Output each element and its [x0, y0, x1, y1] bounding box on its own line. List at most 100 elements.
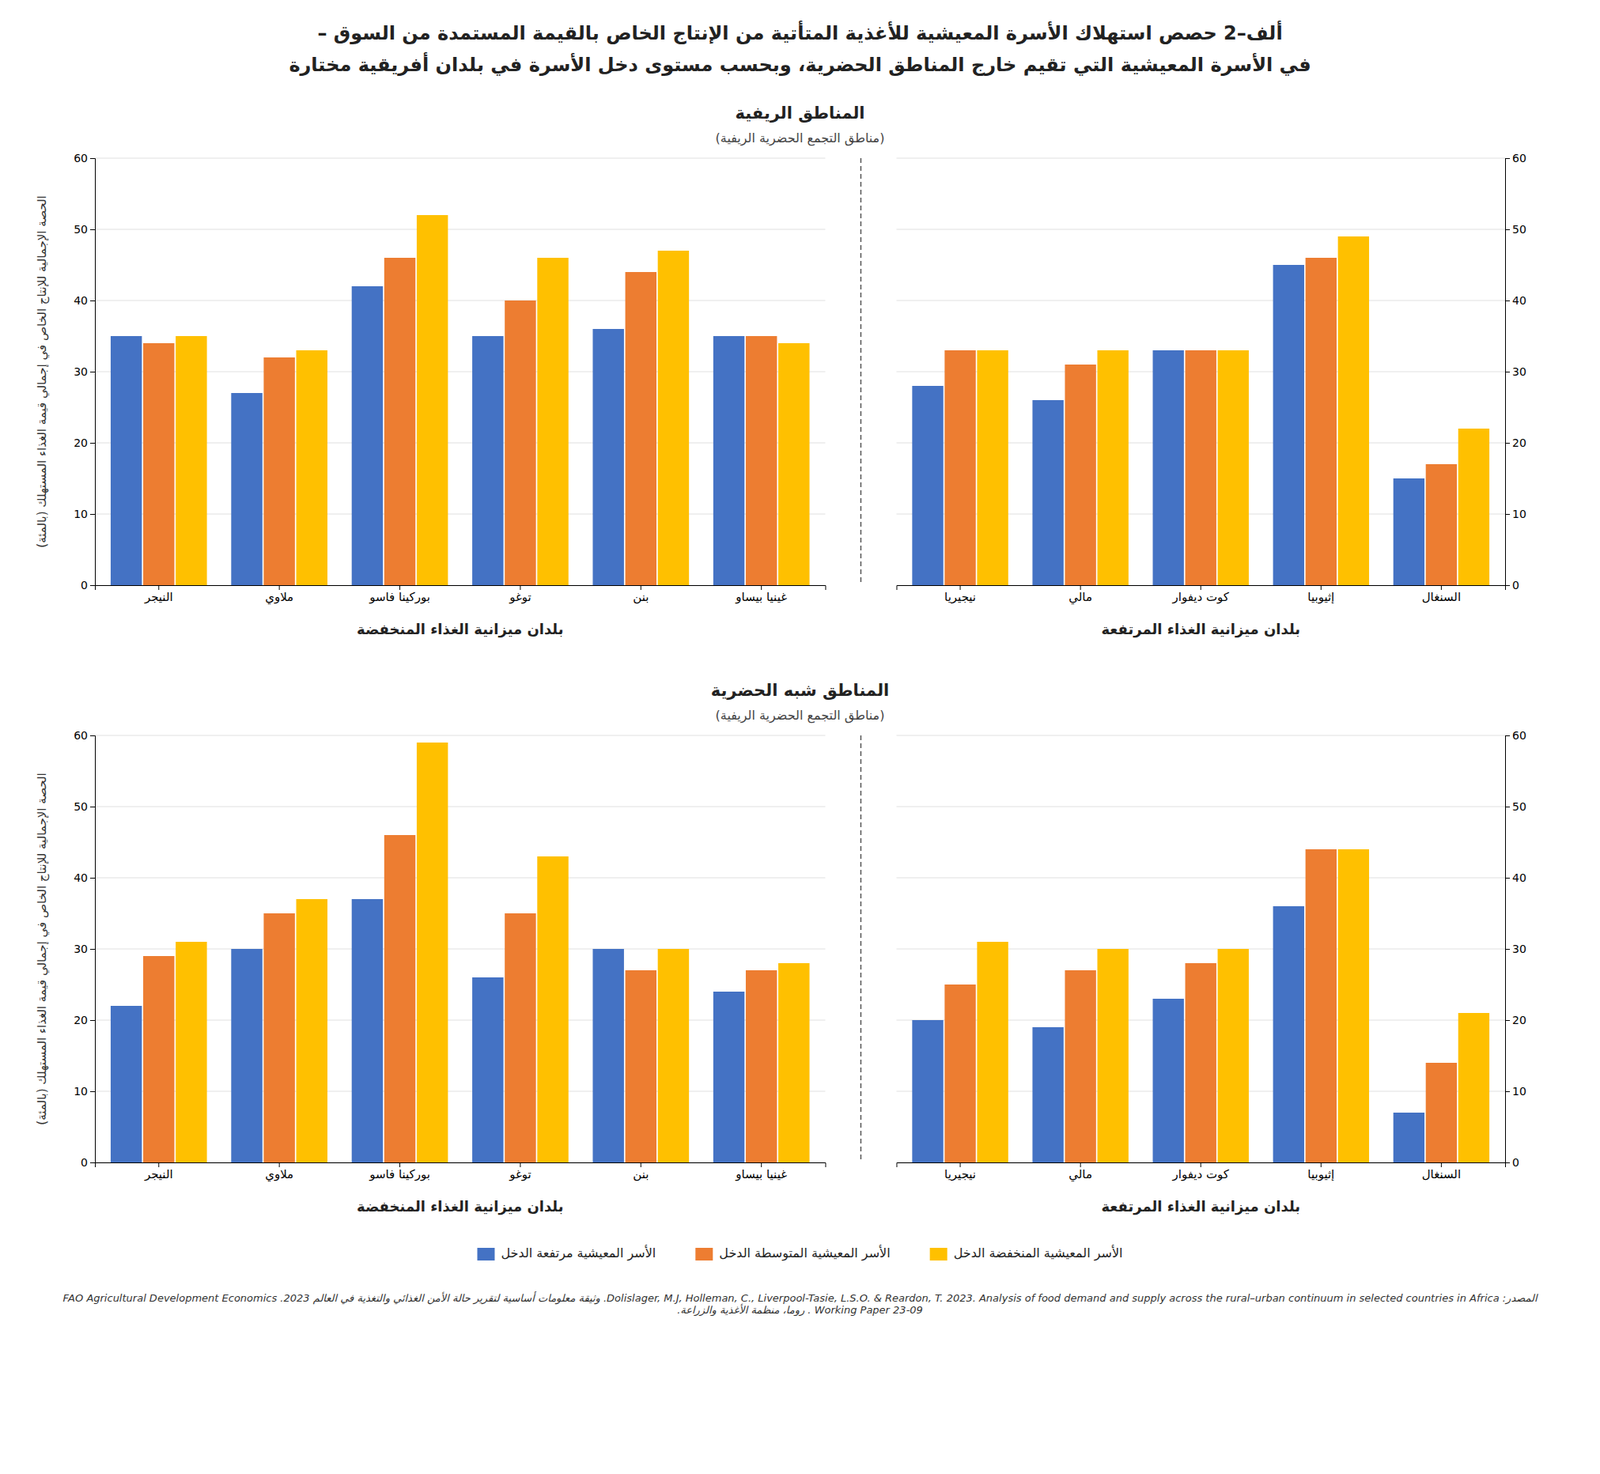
bar [713, 336, 745, 586]
y-tick-mark [90, 1020, 95, 1022]
y-tick: 40 [73, 294, 95, 307]
y-tick-mark [1505, 1020, 1510, 1022]
y-tick: 40 [73, 871, 95, 885]
section-label: بلدان ميزانية الغذاء المنخفضة [356, 620, 564, 639]
x-tick: ملاوي [264, 1162, 294, 1183]
y-tick: 0 [80, 578, 95, 592]
bar [351, 899, 383, 1163]
panel-subtitle: (مناطق التجمع الحضرية الريفية) [715, 130, 886, 147]
bar [1032, 1027, 1063, 1163]
y-tick-label: 10 [73, 1085, 88, 1098]
x-tick-label: غينيا بيساو [734, 590, 787, 605]
y-tick: 20 [1505, 1013, 1527, 1027]
bar [537, 856, 568, 1163]
grid [896, 735, 1506, 1163]
grid-line [94, 158, 825, 159]
y-tick: 30 [73, 942, 95, 956]
legend-item: الأسر المعيشية المتوسطة الدخل [695, 1244, 890, 1262]
x-tick-label: كوت ديفوار [1172, 590, 1230, 605]
panel-title: المناطق شبه الحضرية [711, 680, 890, 700]
grid-line [94, 735, 825, 737]
x-axis-line [95, 1163, 826, 1169]
y-axis: 0102030405060 [73, 151, 95, 592]
x-tick: غينيا بيساو [734, 1162, 787, 1182]
y-tick-mark [1505, 1162, 1510, 1164]
bar [778, 963, 810, 1163]
y-tick-mark [1505, 1091, 1510, 1093]
y-tick-label: 50 [1512, 223, 1527, 236]
bar [110, 1006, 142, 1163]
bar [230, 393, 262, 586]
bar [1305, 257, 1337, 586]
grid-line [94, 877, 825, 879]
bar [713, 991, 745, 1163]
figure-title: ألف–2 حصص استهلاك الأسرة المعيشية للأغذي… [317, 20, 1283, 45]
x-tick: توغو [508, 1162, 532, 1182]
y-tick: 30 [1505, 942, 1527, 956]
y-tick-mark [90, 806, 95, 808]
x-tick-label: غينيا بيساو [734, 1167, 787, 1182]
legend-label: الأسر المعيشية مرتفعة الدخل [500, 1244, 656, 1262]
grid [94, 158, 825, 586]
y-tick-label: 40 [1512, 871, 1527, 885]
bar [1273, 264, 1305, 586]
x-tick-label: النيجر [143, 590, 174, 605]
y-tick-label: 0 [1512, 1156, 1520, 1169]
y-tick-mark [1505, 806, 1510, 808]
y-tick-label: 50 [1512, 800, 1527, 814]
y-tick: 40 [1505, 294, 1527, 307]
y-axis-line [1505, 736, 1511, 1164]
y-tick-label: 20 [1512, 436, 1527, 450]
y-tick: 20 [1505, 436, 1527, 450]
x-tick: نيجيريا [944, 1162, 976, 1182]
grid-line [896, 158, 1506, 159]
y-tick-label: 60 [1512, 151, 1527, 165]
x-tick-label: نيجيريا [944, 590, 976, 605]
y-tick-mark [1505, 300, 1510, 302]
y-tick: 10 [73, 1085, 95, 1098]
y-tick-mark [90, 949, 95, 950]
figure-title: في الأسرة المعيشية التي تقيم خارج المناط… [288, 52, 1311, 76]
y-tick-label: 0 [80, 1156, 88, 1169]
bars [110, 742, 810, 1163]
bar [625, 970, 657, 1163]
bar [230, 949, 262, 1163]
bar [1153, 350, 1184, 586]
y-axis: 0102030405060 [1505, 151, 1527, 592]
bar [472, 336, 504, 586]
y-tick-mark [1505, 735, 1510, 737]
y-tick: 30 [73, 365, 95, 379]
y-tick: 50 [1505, 223, 1527, 236]
bar [745, 970, 777, 1163]
y-tick-label: 10 [73, 507, 88, 521]
y-axis-line [90, 158, 96, 587]
x-axis: النيجرملاويبوركينا فاسوتوغوبننغينيا بيسا… [95, 1162, 826, 1183]
legend-label: الأسر المعيشية المتوسطة الدخل [718, 1244, 890, 1262]
y-tick: 60 [1505, 729, 1527, 742]
bar [143, 956, 174, 1163]
bar [175, 336, 207, 586]
x-tick-label: إثيوبيا [1307, 1167, 1335, 1182]
bar [263, 913, 295, 1163]
bar [1217, 350, 1249, 586]
bar [1426, 464, 1457, 586]
source-block: المصدر: Dolislager, M.J, Holleman, C., L… [49, 1292, 1552, 1317]
x-tick: مالي [1068, 1162, 1093, 1183]
x-tick-label: توغو [508, 590, 532, 605]
x-tick: كوت ديفوار [1172, 585, 1230, 605]
legend-item: الأسر المعيشية المنخفضة الدخل [930, 1244, 1124, 1262]
y-axis-title: الحصة الإجمالية للإنتاج الخاص في إجمالي … [34, 195, 50, 548]
bar [1096, 949, 1128, 1163]
y-tick-label: 20 [1512, 1013, 1527, 1027]
bar [778, 343, 810, 586]
x-axis: نيجيرياماليكوت ديفوارإثيوبياالسنغال [896, 1162, 1506, 1183]
y-tick-label: 40 [73, 294, 88, 307]
x-tick-label: بوركينا فاسو [368, 1167, 431, 1182]
grid-line [896, 735, 1506, 737]
section-2: النيجرملاويبوركينا فاسوتوغوبننغينيا بيسا… [73, 729, 826, 1183]
y-tick-mark [1505, 442, 1510, 444]
x-tick-label: إثيوبيا [1307, 590, 1335, 605]
section-label: بلدان ميزانية الغذاء المرتفعة [1100, 1198, 1301, 1216]
y-tick-mark [90, 585, 95, 587]
y-tick: 50 [73, 223, 95, 236]
